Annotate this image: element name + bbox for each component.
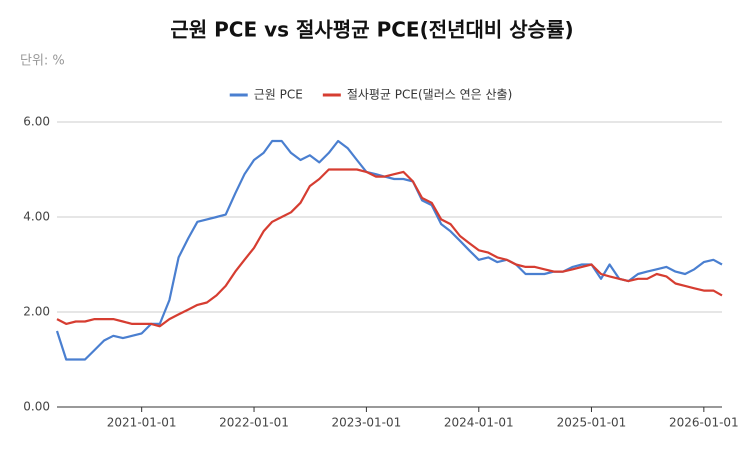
y-tick-label: 2.00 (23, 305, 50, 319)
x-tick-label: 2024-01-01 (444, 416, 514, 430)
x-tick-label: 2021-01-01 (107, 416, 177, 430)
y-tick-label: 6.00 (23, 115, 50, 129)
series-line (55, 139, 723, 361)
unit-label: 단위: % (20, 54, 65, 69)
legend-label: 절사평균 PCE(댈러스 연은 산출) (347, 88, 512, 102)
x-tick-label: 2022-01-01 (219, 416, 289, 430)
x-tick-label: 2023-01-01 (332, 416, 402, 430)
y-tick-label: 0.00 (23, 400, 50, 414)
x-tick-label: 2026-01-01 (669, 416, 739, 430)
chart-title: 근원 PCE vs 절사평균 PCE(전년대비 상승률) (170, 18, 573, 42)
x-tick-label: 2025-01-01 (557, 416, 627, 430)
y-tick-label: 4.00 (23, 210, 50, 224)
legend-label: 근원 PCE (254, 88, 303, 102)
series-line (56, 168, 723, 328)
